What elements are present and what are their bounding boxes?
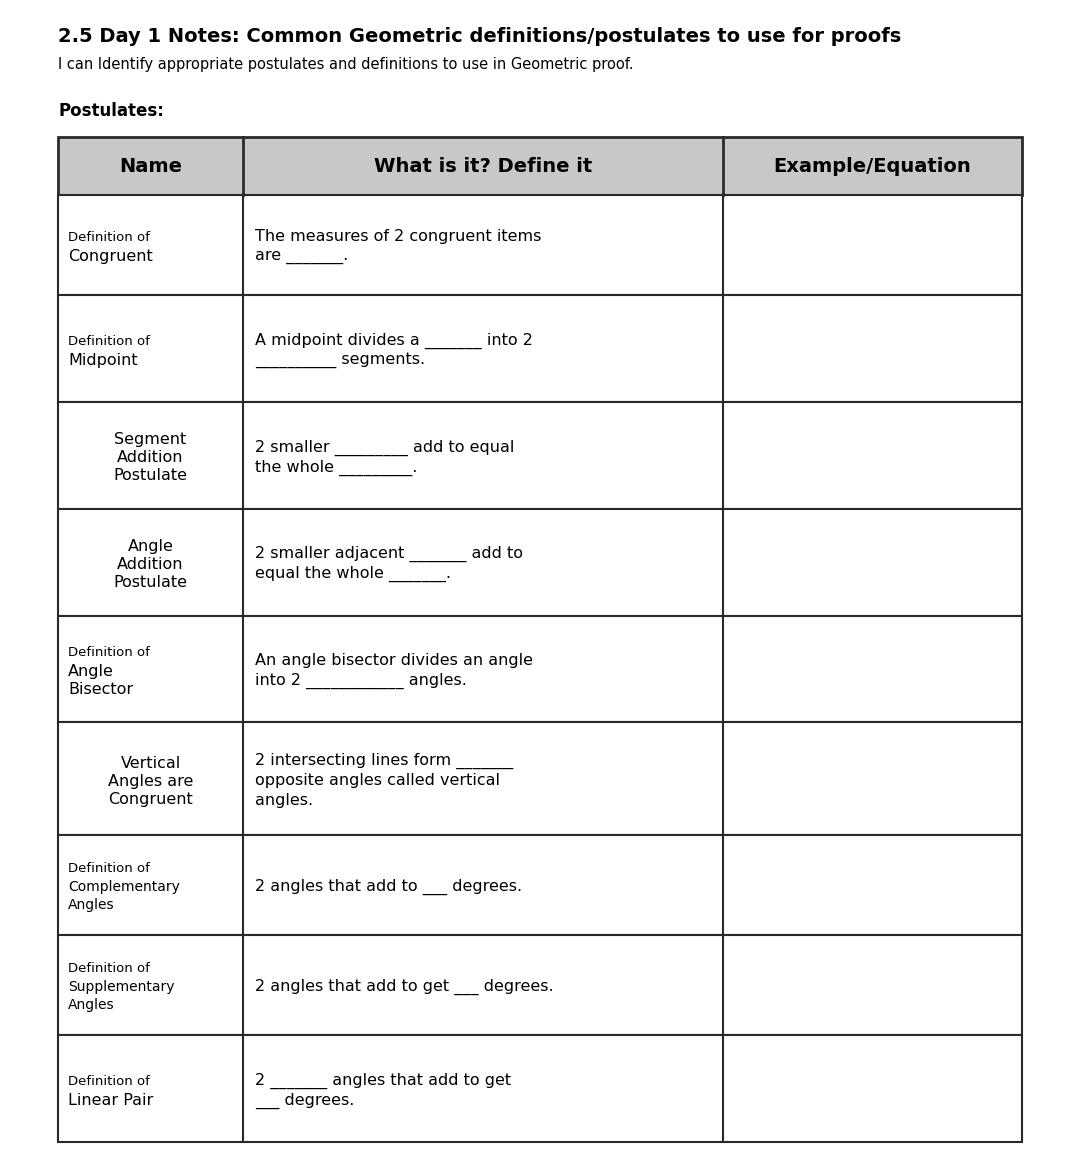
Text: The measures of 2 congruent items: The measures of 2 congruent items	[255, 229, 541, 244]
Text: Example/Equation: Example/Equation	[773, 156, 971, 176]
Text: Bisector: Bisector	[68, 681, 133, 697]
Text: angles.: angles.	[255, 793, 313, 808]
Text: Definition of: Definition of	[68, 646, 150, 659]
Text: __________ segments.: __________ segments.	[255, 353, 426, 368]
Text: 2 angles that add to get ___ degrees.: 2 angles that add to get ___ degrees.	[255, 979, 554, 995]
Text: Angles: Angles	[68, 998, 114, 1012]
Text: Angle: Angle	[127, 539, 174, 554]
Text: Linear Pair: Linear Pair	[68, 1092, 153, 1107]
Text: Complementary: Complementary	[68, 879, 180, 894]
Bar	[58, 616, 1022, 722]
Text: Postulate: Postulate	[113, 469, 188, 484]
Text: Angles: Angles	[68, 898, 114, 912]
Text: A midpoint divides a _______ into 2: A midpoint divides a _______ into 2	[255, 333, 532, 349]
Bar	[58, 722, 1022, 834]
Text: 2 smaller adjacent _______ add to: 2 smaller adjacent _______ add to	[255, 546, 523, 562]
Bar	[58, 834, 1022, 935]
Text: Definition of: Definition of	[68, 1075, 150, 1088]
Text: Angles are: Angles are	[108, 774, 193, 789]
Text: ___ degrees.: ___ degrees.	[255, 1092, 354, 1108]
Text: the whole _________.: the whole _________.	[255, 459, 418, 476]
Text: Segment: Segment	[114, 433, 187, 448]
Text: Postulates:: Postulates:	[58, 102, 164, 120]
Text: Definition of: Definition of	[68, 231, 150, 244]
Bar	[58, 935, 1022, 1036]
Text: 2 _______ angles that add to get: 2 _______ angles that add to get	[255, 1073, 511, 1089]
Text: Angle: Angle	[68, 664, 113, 679]
Text: Definition of: Definition of	[68, 963, 150, 975]
Text: Vertical: Vertical	[120, 756, 180, 771]
Text: Midpoint: Midpoint	[68, 353, 137, 368]
Text: I can Identify appropriate postulates and definitions to use in Geometric proof.: I can Identify appropriate postulates an…	[58, 57, 634, 72]
Text: Congruent: Congruent	[108, 791, 193, 806]
Text: into 2 ____________ angles.: into 2 ____________ angles.	[255, 673, 467, 690]
Text: 2.5 Day 1 Notes: Common Geometric definitions/postulates to use for proofs: 2.5 Day 1 Notes: Common Geometric defini…	[58, 27, 901, 46]
Bar	[58, 509, 1022, 616]
Text: Postulate: Postulate	[113, 575, 188, 590]
Text: Definition of: Definition of	[68, 334, 150, 347]
Bar	[58, 401, 1022, 509]
Bar	[58, 1036, 1022, 1142]
Text: are _______.: are _______.	[255, 249, 349, 264]
Bar	[58, 137, 1022, 196]
Text: Addition: Addition	[118, 558, 184, 573]
Text: An angle bisector divides an angle: An angle bisector divides an angle	[255, 653, 534, 668]
Text: 2 intersecting lines form _______: 2 intersecting lines form _______	[255, 752, 513, 768]
Text: What is it? Define it: What is it? Define it	[374, 156, 592, 176]
Text: 2 smaller _________ add to equal: 2 smaller _________ add to equal	[255, 440, 514, 456]
Text: Addition: Addition	[118, 450, 184, 465]
Text: Name: Name	[119, 156, 183, 176]
Bar	[58, 196, 1022, 295]
Text: opposite angles called vertical: opposite angles called vertical	[255, 773, 500, 788]
Bar	[58, 295, 1022, 401]
Text: Congruent: Congruent	[68, 249, 152, 264]
Text: equal the whole _______.: equal the whole _______.	[255, 566, 451, 582]
Text: Supplementary: Supplementary	[68, 980, 175, 994]
Text: Definition of: Definition of	[68, 862, 150, 875]
Text: 2 angles that add to ___ degrees.: 2 angles that add to ___ degrees.	[255, 879, 523, 896]
